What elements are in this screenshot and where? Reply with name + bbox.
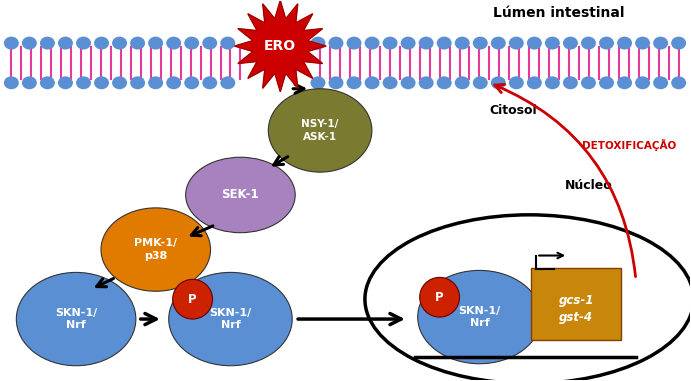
Text: SKN-1/
Nrf: SKN-1/ Nrf xyxy=(209,308,252,330)
Ellipse shape xyxy=(473,37,488,50)
Ellipse shape xyxy=(167,76,181,89)
Ellipse shape xyxy=(455,76,470,89)
Ellipse shape xyxy=(617,37,632,50)
Ellipse shape xyxy=(202,76,217,89)
Ellipse shape xyxy=(383,76,397,89)
Ellipse shape xyxy=(473,76,488,89)
Ellipse shape xyxy=(4,76,19,89)
Ellipse shape xyxy=(437,37,452,50)
Text: NSY-1/
ASK-1: NSY-1/ ASK-1 xyxy=(301,119,339,142)
FancyArrowPatch shape xyxy=(495,85,636,277)
Ellipse shape xyxy=(509,76,524,89)
Ellipse shape xyxy=(167,37,181,50)
Ellipse shape xyxy=(17,272,136,366)
Text: gcs-1
gst-4: gcs-1 gst-4 xyxy=(558,294,594,324)
Ellipse shape xyxy=(58,76,73,89)
Ellipse shape xyxy=(184,37,199,50)
Text: ERO: ERO xyxy=(264,39,296,53)
Ellipse shape xyxy=(202,37,217,50)
Text: PMK-1/
p38: PMK-1/ p38 xyxy=(134,239,178,261)
Ellipse shape xyxy=(491,76,506,89)
Ellipse shape xyxy=(563,76,578,89)
Ellipse shape xyxy=(437,76,452,89)
Text: DETOXIFICAÇÃO: DETOXIFICAÇÃO xyxy=(582,139,676,151)
Ellipse shape xyxy=(653,37,668,50)
Ellipse shape xyxy=(401,76,415,89)
Circle shape xyxy=(173,279,213,319)
Ellipse shape xyxy=(101,208,211,291)
Ellipse shape xyxy=(419,76,434,89)
Ellipse shape xyxy=(635,76,650,89)
Ellipse shape xyxy=(509,37,524,50)
Ellipse shape xyxy=(365,76,379,89)
Ellipse shape xyxy=(545,76,560,89)
Ellipse shape xyxy=(58,37,73,50)
Text: SEK-1: SEK-1 xyxy=(222,189,259,202)
Text: Citosol: Citosol xyxy=(489,104,537,117)
Ellipse shape xyxy=(184,76,199,89)
Ellipse shape xyxy=(599,76,614,89)
Ellipse shape xyxy=(148,76,163,89)
Ellipse shape xyxy=(328,76,343,89)
Ellipse shape xyxy=(130,76,145,89)
Ellipse shape xyxy=(328,37,343,50)
Polygon shape xyxy=(234,0,326,92)
Ellipse shape xyxy=(112,76,127,89)
Ellipse shape xyxy=(581,76,596,89)
Ellipse shape xyxy=(599,37,614,50)
Ellipse shape xyxy=(94,37,109,50)
Ellipse shape xyxy=(220,37,235,50)
Ellipse shape xyxy=(671,76,686,89)
Circle shape xyxy=(419,277,460,317)
Ellipse shape xyxy=(455,37,470,50)
Ellipse shape xyxy=(148,37,163,50)
Ellipse shape xyxy=(417,271,541,364)
Ellipse shape xyxy=(347,76,361,89)
Ellipse shape xyxy=(365,37,379,50)
Ellipse shape xyxy=(310,37,325,50)
Text: Núcleo: Núcleo xyxy=(565,179,613,192)
Ellipse shape xyxy=(22,76,37,89)
Ellipse shape xyxy=(76,37,91,50)
Ellipse shape xyxy=(169,272,292,366)
Ellipse shape xyxy=(347,37,361,50)
Ellipse shape xyxy=(545,37,560,50)
Ellipse shape xyxy=(653,76,668,89)
Ellipse shape xyxy=(383,37,397,50)
Ellipse shape xyxy=(419,37,434,50)
Ellipse shape xyxy=(112,37,127,50)
Ellipse shape xyxy=(617,76,632,89)
FancyBboxPatch shape xyxy=(531,269,621,340)
Text: Lúmen intestinal: Lúmen intestinal xyxy=(493,6,625,20)
Ellipse shape xyxy=(4,37,19,50)
Text: SKN-1/
Nrf: SKN-1/ Nrf xyxy=(458,306,500,328)
Ellipse shape xyxy=(220,76,235,89)
Ellipse shape xyxy=(268,89,372,172)
Ellipse shape xyxy=(22,37,37,50)
Text: P: P xyxy=(189,293,197,306)
Ellipse shape xyxy=(94,76,109,89)
Ellipse shape xyxy=(527,37,542,50)
Ellipse shape xyxy=(76,76,91,89)
Ellipse shape xyxy=(581,37,596,50)
Ellipse shape xyxy=(130,37,145,50)
Ellipse shape xyxy=(635,37,650,50)
Text: SKN-1/
Nrf: SKN-1/ Nrf xyxy=(55,308,97,330)
Ellipse shape xyxy=(40,37,55,50)
Ellipse shape xyxy=(671,37,686,50)
Ellipse shape xyxy=(527,76,542,89)
Ellipse shape xyxy=(401,37,415,50)
Ellipse shape xyxy=(186,157,295,233)
Ellipse shape xyxy=(310,76,325,89)
Ellipse shape xyxy=(491,37,506,50)
Text: P: P xyxy=(435,291,444,304)
Ellipse shape xyxy=(563,37,578,50)
Ellipse shape xyxy=(40,76,55,89)
